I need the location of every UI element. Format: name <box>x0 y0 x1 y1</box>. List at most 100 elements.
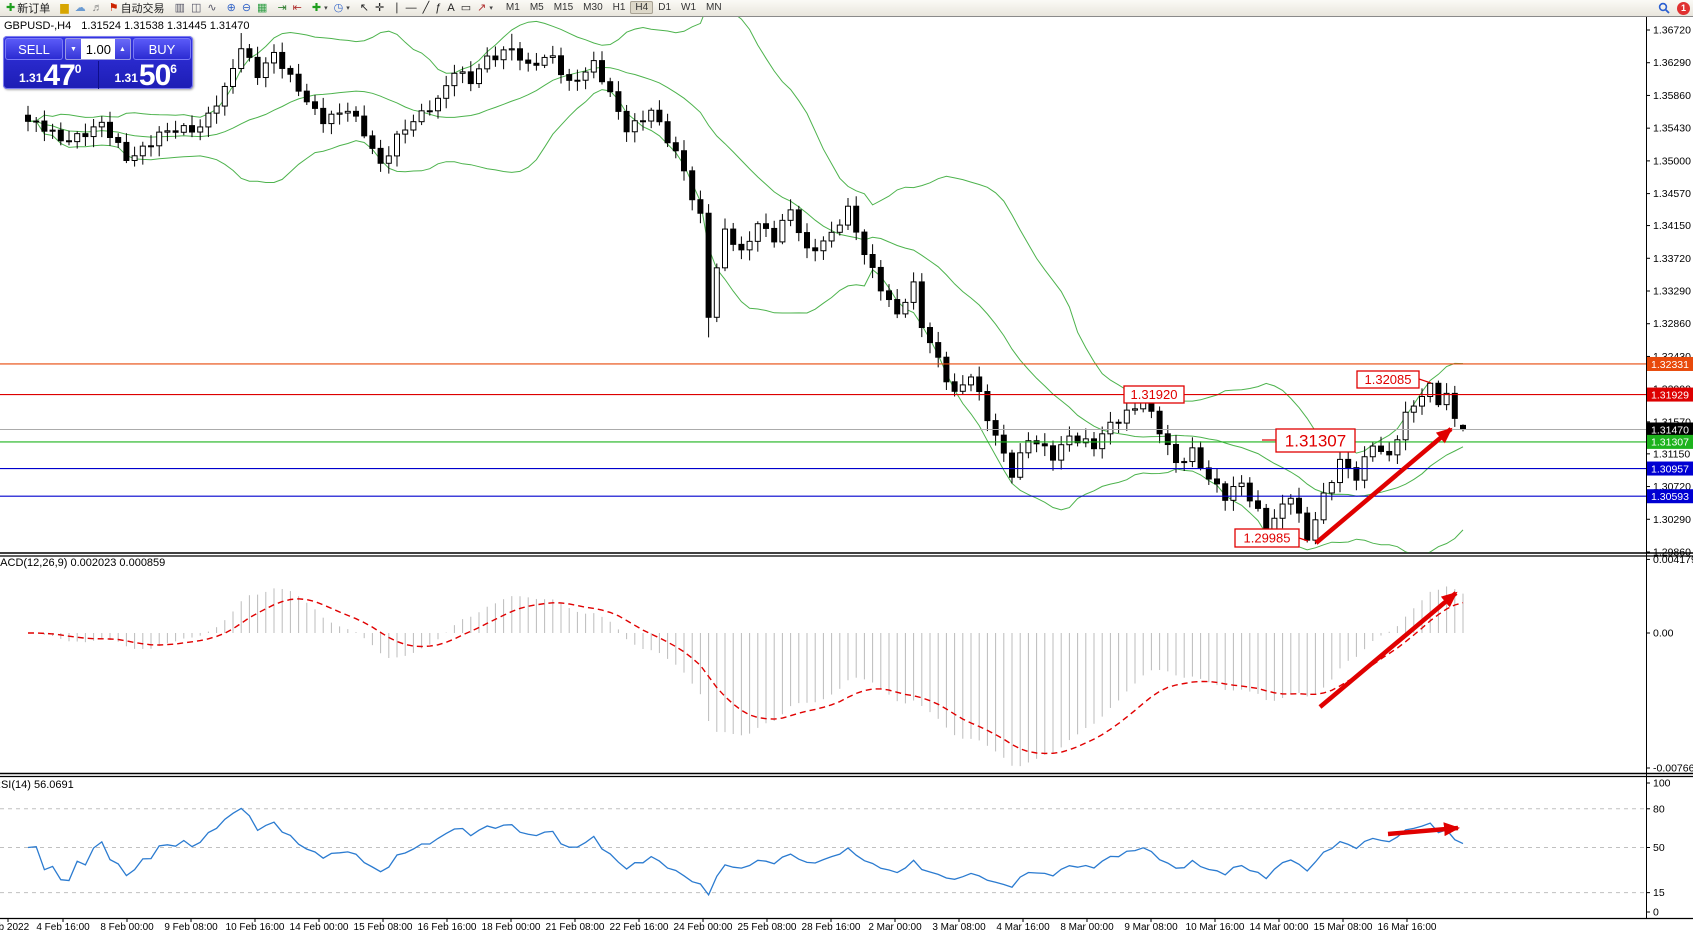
candle-body <box>648 109 655 122</box>
cloud-button[interactable]: ☁ <box>72 1 89 16</box>
price-annotation-box[interactable] <box>1275 428 1356 453</box>
crosshair-button[interactable]: ✛ <box>372 1 387 16</box>
cloud-icon: ☁ <box>74 1 86 14</box>
candle-body <box>1328 482 1335 494</box>
candle-body <box>1050 445 1056 461</box>
tile-windows-icon: ▦ <box>257 1 268 14</box>
time-axis-label: 4 Feb 16:00 <box>36 922 90 933</box>
vertical-line-button[interactable]: ∣ <box>391 1 403 16</box>
tab-timeframe-W1[interactable]: W1 <box>681 2 697 13</box>
rsi-indicator-label: RSI(14) 56.0691 <box>0 779 74 791</box>
text-button[interactable]: A <box>444 1 457 16</box>
time-axis-label: 16 Mar 16:00 <box>1378 922 1437 933</box>
candle-body <box>90 126 97 138</box>
candle-body <box>180 125 187 133</box>
tab-timeframe-M1[interactable]: M1 <box>505 2 520 13</box>
buy-price[interactable]: 1.31 50 6 <box>99 61 194 90</box>
candle-body <box>927 327 933 344</box>
candle-body <box>1312 519 1319 541</box>
trendline-button[interactable]: ╱ <box>420 1 433 16</box>
candle-body <box>1099 433 1106 450</box>
notifications-icon[interactable]: 1 <box>1677 1 1690 15</box>
chart-shift-button[interactable]: ⇤ <box>290 1 305 16</box>
sell-price-prefix: 1.31 <box>19 71 43 85</box>
zoom-in-button[interactable]: ⊕ <box>224 1 239 16</box>
fibonacci-button[interactable]: ƒ <box>432 1 444 16</box>
candle-body <box>590 60 597 73</box>
candle-body <box>230 68 236 87</box>
tab-timeframe-M30[interactable]: M30 <box>583 2 603 13</box>
candle-body <box>722 228 728 269</box>
candle-body <box>1058 444 1065 461</box>
gold-button[interactable]: ▆ <box>57 1 71 16</box>
candle-body <box>845 205 851 226</box>
autotrade-button[interactable]: ⚑ 自动交易 <box>106 1 168 16</box>
auto-scroll-button[interactable]: ⇥ <box>274 1 289 16</box>
volume-value[interactable]: 1.00 <box>85 41 111 57</box>
candle-body <box>1255 500 1261 509</box>
tab-timeframe-MN[interactable]: MN <box>706 2 722 13</box>
tab-timeframe-D1[interactable]: D1 <box>658 2 672 13</box>
candle-body <box>189 125 195 133</box>
candle-body <box>1419 396 1425 407</box>
candle-body <box>968 376 974 386</box>
price-annotation-box[interactable] <box>1123 385 1185 404</box>
candle-body <box>853 205 860 233</box>
price-annotation-box[interactable] <box>1234 528 1300 548</box>
volume-up-button[interactable]: ▲ <box>115 39 130 59</box>
price-annotation-box[interactable] <box>1356 370 1420 389</box>
price-badge <box>1647 489 1693 504</box>
zoom-out-button[interactable]: ⊖ <box>239 1 254 16</box>
candle-body <box>664 121 671 144</box>
tab-timeframe-H1[interactable]: H1 <box>612 2 626 13</box>
candle-body <box>1197 447 1204 469</box>
text-label-button[interactable]: ▭ <box>458 1 474 16</box>
candle-body <box>467 71 474 85</box>
arrows-button[interactable]: ↗ ▾ <box>474 1 496 16</box>
bar-chart-button[interactable]: ▥ <box>172 1 188 16</box>
buy-button[interactable]: BUY <box>133 38 191 60</box>
chevron-down-icon: ▾ <box>346 5 350 12</box>
candle-body <box>1304 512 1311 541</box>
trend-arrow[interactable] <box>1314 427 1453 545</box>
candle-body <box>1214 478 1220 485</box>
toolbar-buttons: ✚ 新订单 ▆ ☁ ♬ ⚑ 自动交易 ▥ ◫ ∿ ⊕ ⊖ ▦ ⇥ ⇤ ✚ ▾ ◷ ▾ ↖ ✛ ∣ ― ╱ ƒ A ▭ ↗ ▾ <box>3 1 500 16</box>
candle-body <box>1066 435 1073 446</box>
tab-timeframe-H4[interactable]: H4 <box>630 1 654 14</box>
tile-windows-button[interactable]: ▦ <box>254 1 270 16</box>
candle-body <box>541 56 548 66</box>
periods-button[interactable]: ◷ ▾ <box>331 1 353 16</box>
indicators-icon: ✚ <box>311 1 322 14</box>
candle-body <box>754 223 761 242</box>
candle-body <box>1279 503 1286 519</box>
trend-arrow[interactable] <box>1318 591 1458 709</box>
volume-down-button[interactable]: ▼ <box>66 39 81 59</box>
price-badge <box>1647 434 1693 449</box>
horizontal-line-button[interactable]: ― <box>403 1 420 16</box>
price-badge-label: 1.31470 <box>1651 424 1689 436</box>
sell-price[interactable]: 1.31 47 0 <box>3 61 99 89</box>
time-axis-label: 18 Feb 00:00 <box>482 922 541 933</box>
line-chart-button[interactable]: ∿ <box>204 1 219 16</box>
candlestick-chart-button[interactable]: ◫ <box>188 1 204 16</box>
price-axis-label: 1.32860 <box>1653 318 1691 330</box>
chevron-down-icon: ▾ <box>489 5 493 12</box>
gold-icon: ▆ <box>60 1 69 14</box>
text-label-icon: ▭ <box>460 1 472 14</box>
indicators-button[interactable]: ✚ ▾ <box>309 1 331 16</box>
tab-timeframe-M5[interactable]: M5 <box>529 2 544 13</box>
candle-body <box>599 60 605 83</box>
tab-timeframe-M15[interactable]: M15 <box>553 2 574 13</box>
trend-arrow[interactable] <box>1387 822 1460 837</box>
signals-button[interactable]: ♬ <box>89 1 106 16</box>
candle-body <box>1246 482 1253 502</box>
candle-body <box>1386 450 1393 456</box>
new-order-button[interactable]: ✚ 新订单 <box>3 1 53 16</box>
buy-price-prefix: 1.31 <box>114 71 138 85</box>
cursor-button[interactable]: ↖ <box>357 1 372 16</box>
trendline-icon: ╱ <box>422 1 430 14</box>
sell-button[interactable]: SELL <box>5 38 63 60</box>
price-axis-label: 1.35000 <box>1653 155 1691 167</box>
search-button[interactable] <box>1655 1 1673 16</box>
